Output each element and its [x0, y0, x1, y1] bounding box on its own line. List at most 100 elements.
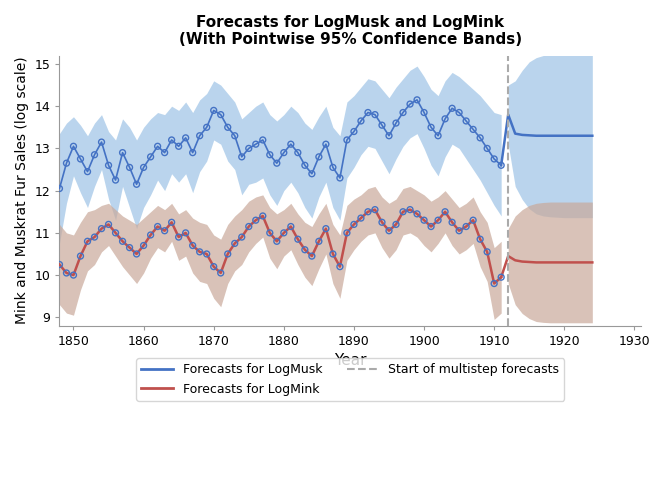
Point	[89, 150, 100, 158]
Point	[348, 220, 359, 228]
Point	[440, 208, 450, 216]
Point	[328, 250, 338, 258]
Point	[75, 252, 86, 260]
Point	[384, 226, 394, 234]
Point	[356, 117, 366, 125]
Point	[208, 262, 219, 270]
Point	[342, 136, 352, 144]
Legend: Forecasts for LogMusk, Forecasts for LogMink, Start of multistep forecasts: Forecasts for LogMusk, Forecasts for Log…	[137, 358, 564, 401]
Point	[419, 216, 430, 224]
Point	[391, 119, 402, 127]
Point	[201, 250, 212, 258]
Point	[96, 138, 107, 146]
Point	[166, 136, 177, 144]
Point	[306, 252, 317, 260]
Point	[139, 164, 149, 172]
Point	[334, 262, 345, 270]
Point	[454, 226, 464, 234]
Point	[110, 176, 121, 184]
Point	[433, 132, 444, 140]
Point	[110, 229, 121, 237]
Point	[384, 132, 394, 140]
Point	[468, 126, 478, 134]
Point	[103, 162, 114, 170]
Point	[370, 110, 380, 118]
Point	[362, 208, 373, 216]
Point	[426, 222, 436, 230]
Point	[159, 226, 170, 234]
Point	[215, 269, 226, 277]
Point	[258, 212, 268, 220]
Point	[398, 108, 408, 116]
Point	[222, 124, 233, 132]
Point	[236, 153, 247, 161]
Point	[250, 216, 261, 224]
Point	[306, 170, 317, 177]
Point	[292, 235, 303, 243]
Point	[348, 128, 359, 136]
Point	[173, 142, 184, 150]
Point	[272, 238, 282, 246]
Point	[489, 280, 500, 287]
Point	[334, 174, 345, 182]
Point	[82, 168, 93, 175]
Point	[229, 240, 240, 248]
Point	[314, 238, 324, 246]
Point	[244, 144, 254, 152]
Point	[475, 235, 486, 243]
Point	[173, 233, 184, 241]
Point	[412, 96, 422, 104]
Point	[278, 148, 289, 156]
Point	[356, 214, 366, 222]
Point	[461, 117, 472, 125]
Point	[412, 210, 422, 218]
Title: Forecasts for LogMusk and LogMink
(With Pointwise 95% Confidence Bands): Forecasts for LogMusk and LogMink (With …	[179, 15, 522, 48]
Point	[342, 229, 352, 237]
Point	[244, 222, 254, 230]
Point	[125, 164, 135, 172]
Point	[180, 134, 191, 142]
Point	[82, 238, 93, 246]
Point	[370, 206, 380, 214]
Point	[194, 248, 205, 256]
Point	[145, 153, 156, 161]
Point	[89, 233, 100, 241]
Point	[159, 148, 170, 156]
Point	[222, 250, 233, 258]
Point	[208, 106, 219, 114]
Point	[117, 148, 128, 156]
Point	[61, 159, 72, 167]
Point	[461, 222, 472, 230]
Point	[377, 218, 388, 226]
Point	[377, 121, 388, 129]
Point	[320, 140, 331, 148]
Point	[264, 229, 275, 237]
Point	[278, 229, 289, 237]
Point	[68, 142, 79, 150]
Point	[103, 220, 114, 228]
Point	[286, 222, 296, 230]
Point	[489, 155, 500, 163]
Point	[454, 108, 464, 116]
Point	[468, 216, 478, 224]
Point	[96, 224, 107, 232]
Point	[272, 159, 282, 167]
Point	[447, 218, 458, 226]
Point	[258, 136, 268, 144]
Point	[440, 115, 450, 123]
Point	[250, 140, 261, 148]
Point	[398, 208, 408, 216]
Point	[131, 180, 142, 188]
Point	[482, 144, 492, 152]
Point	[215, 110, 226, 118]
Point	[75, 155, 86, 163]
Point	[300, 162, 310, 170]
Point	[426, 124, 436, 132]
Point	[391, 220, 402, 228]
Point	[328, 164, 338, 172]
Point	[68, 271, 79, 279]
Point	[314, 153, 324, 161]
Y-axis label: Mink and Muskrat Fur Sales (log scale): Mink and Muskrat Fur Sales (log scale)	[15, 57, 29, 324]
Point	[264, 150, 275, 158]
Point	[362, 108, 373, 116]
